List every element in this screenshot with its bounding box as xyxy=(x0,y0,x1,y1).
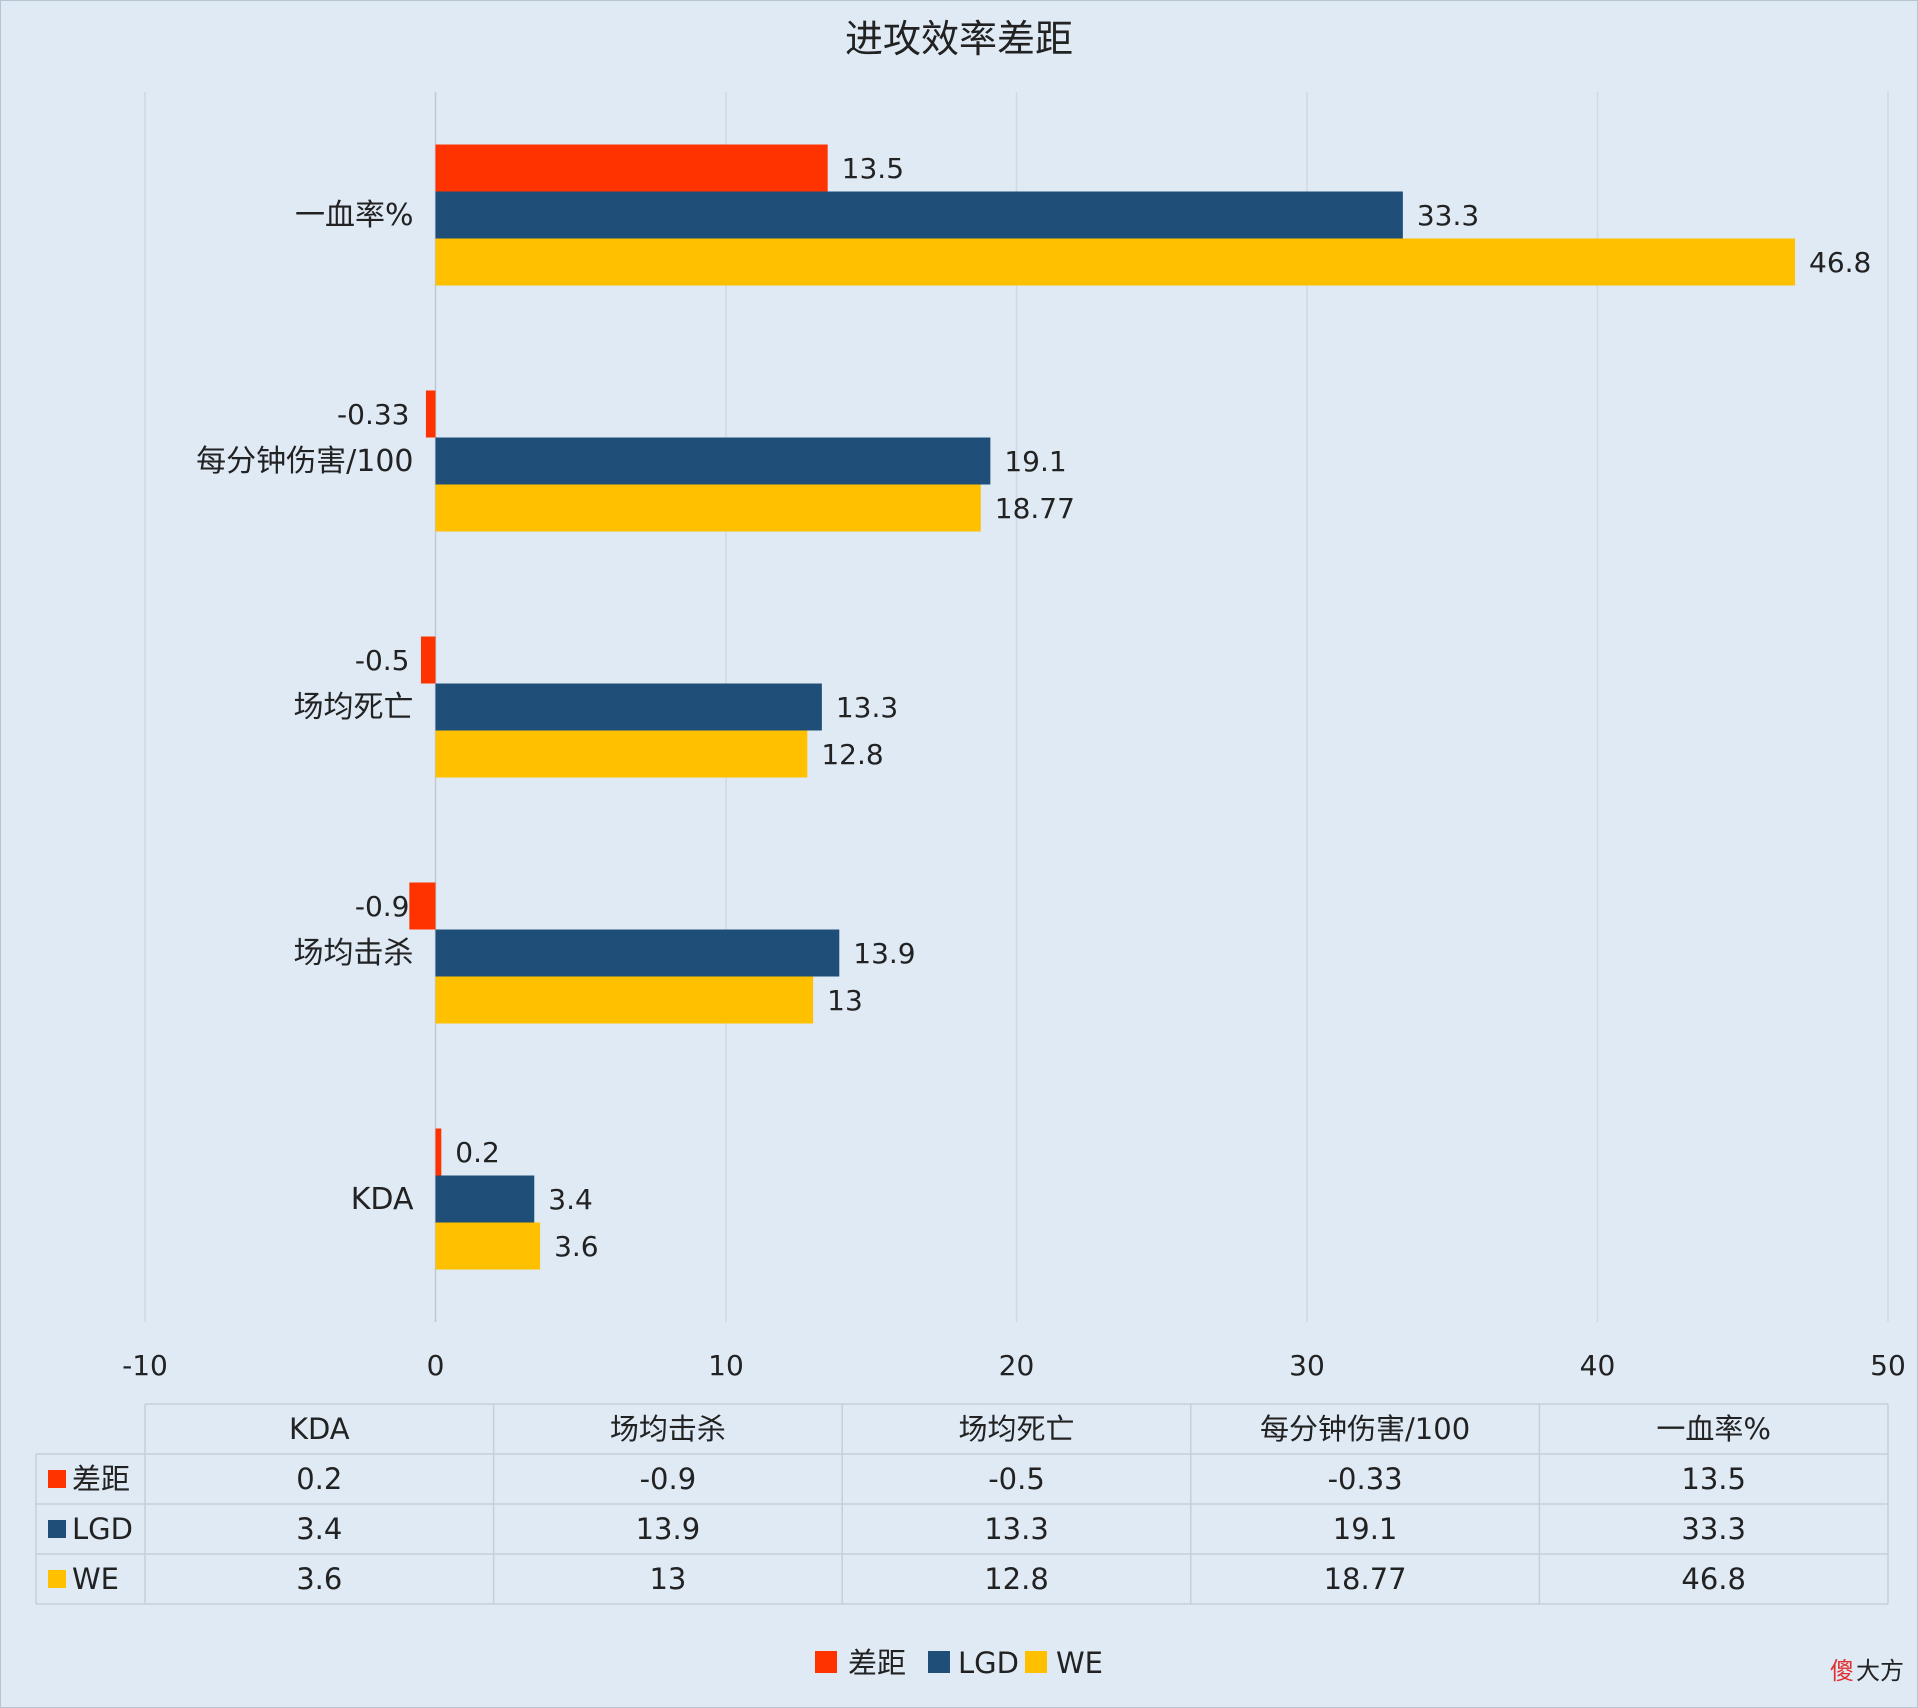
bar-WE-0 xyxy=(435,1222,541,1270)
table-cell: -0.33 xyxy=(1328,1462,1403,1496)
x-tick-label: 20 xyxy=(999,1349,1035,1382)
data-label: 12.8 xyxy=(821,738,883,771)
table-series-name: 差距 xyxy=(72,1462,130,1496)
table-cell: 18.77 xyxy=(1324,1562,1407,1596)
category-label: 每分钟伤害/100 xyxy=(196,444,413,479)
x-tick-label: -10 xyxy=(122,1349,168,1382)
data-label: 19.1 xyxy=(1004,445,1066,478)
bar-WE-4 xyxy=(435,238,1796,286)
table-cell: 19.1 xyxy=(1333,1512,1398,1546)
table-cell: 3.4 xyxy=(296,1512,342,1546)
table-legend-key xyxy=(48,1470,66,1488)
table-legend-key xyxy=(48,1570,66,1588)
data-label: 13.9 xyxy=(853,937,915,970)
x-tick-label: 40 xyxy=(1580,1349,1616,1382)
table-header-cell: 一血率% xyxy=(1656,1412,1771,1446)
legend-key-差距 xyxy=(815,1651,837,1673)
data-label: 3.6 xyxy=(554,1230,599,1263)
table-cell: 0.2 xyxy=(296,1462,342,1496)
bar-LGD-1 xyxy=(435,929,840,977)
bar-差距-4 xyxy=(435,144,828,192)
x-tick-label: 0 xyxy=(427,1349,445,1382)
data-label: 3.4 xyxy=(548,1183,593,1216)
bar-LGD-4 xyxy=(435,191,1403,239)
legend-key-WE xyxy=(1025,1651,1047,1673)
bar-LGD-3 xyxy=(435,437,991,485)
bar-WE-3 xyxy=(435,484,981,532)
watermark-rest: 大方 xyxy=(1856,1657,1904,1685)
table-series-name: WE xyxy=(72,1562,119,1596)
category-label: 场均击杀 xyxy=(294,936,414,971)
x-tick-label: 50 xyxy=(1870,1349,1906,1382)
data-label: 13.3 xyxy=(836,691,898,724)
table-header-cell: KDA xyxy=(289,1412,350,1446)
table-series-name: LGD xyxy=(72,1512,133,1546)
table-cell: 13.5 xyxy=(1681,1462,1746,1496)
table-cell: -0.9 xyxy=(640,1462,697,1496)
bar-WE-2 xyxy=(435,730,808,778)
table-legend-key xyxy=(48,1520,66,1538)
chart-title: 进攻效率差距 xyxy=(845,17,1073,61)
bar-WE-1 xyxy=(435,976,814,1024)
watermark-first-char: 傻 xyxy=(1830,1657,1854,1685)
category-label: 一血率% xyxy=(295,198,414,233)
table-cell: 12.8 xyxy=(984,1562,1049,1596)
data-label: 0.2 xyxy=(455,1136,500,1169)
table-cell: 13 xyxy=(649,1562,686,1596)
bar-LGD-0 xyxy=(435,1175,535,1223)
table-header-cell: 场均击杀 xyxy=(610,1412,726,1446)
table-cell: 46.8 xyxy=(1681,1562,1746,1596)
table-header-cell: 每分钟伤害/100 xyxy=(1260,1412,1470,1446)
table-cell: 13.9 xyxy=(636,1512,701,1546)
data-label: 13 xyxy=(827,984,863,1017)
table-header-cell: 场均死亡 xyxy=(958,1412,1074,1446)
legend-key-LGD xyxy=(928,1651,950,1673)
bar-差距-3 xyxy=(425,390,436,438)
x-tick-label: 10 xyxy=(708,1349,744,1382)
bar-差距-1 xyxy=(409,882,436,930)
table-cell: 3.6 xyxy=(296,1562,342,1596)
legend-label: LGD xyxy=(958,1646,1019,1680)
bar-差距-0 xyxy=(435,1128,442,1176)
data-label: 33.3 xyxy=(1417,199,1479,232)
bar-差距-2 xyxy=(420,636,436,684)
data-label: 18.77 xyxy=(995,492,1075,525)
table-cell: 33.3 xyxy=(1681,1512,1746,1546)
data-label: -0.33 xyxy=(337,398,409,431)
legend-label: WE xyxy=(1056,1646,1103,1680)
table-cell: 13.3 xyxy=(984,1512,1049,1546)
table-cell: -0.5 xyxy=(988,1462,1045,1496)
data-label: -0.5 xyxy=(355,644,410,677)
x-tick-label: 30 xyxy=(1289,1349,1325,1382)
legend-label: 差距 xyxy=(848,1646,906,1680)
data-label: 46.8 xyxy=(1809,246,1871,279)
data-label: -0.9 xyxy=(355,890,410,923)
data-label: 13.5 xyxy=(842,152,904,185)
category-label: KDA xyxy=(351,1182,414,1217)
category-label: 场均死亡 xyxy=(294,690,414,725)
bar-LGD-2 xyxy=(435,683,822,731)
